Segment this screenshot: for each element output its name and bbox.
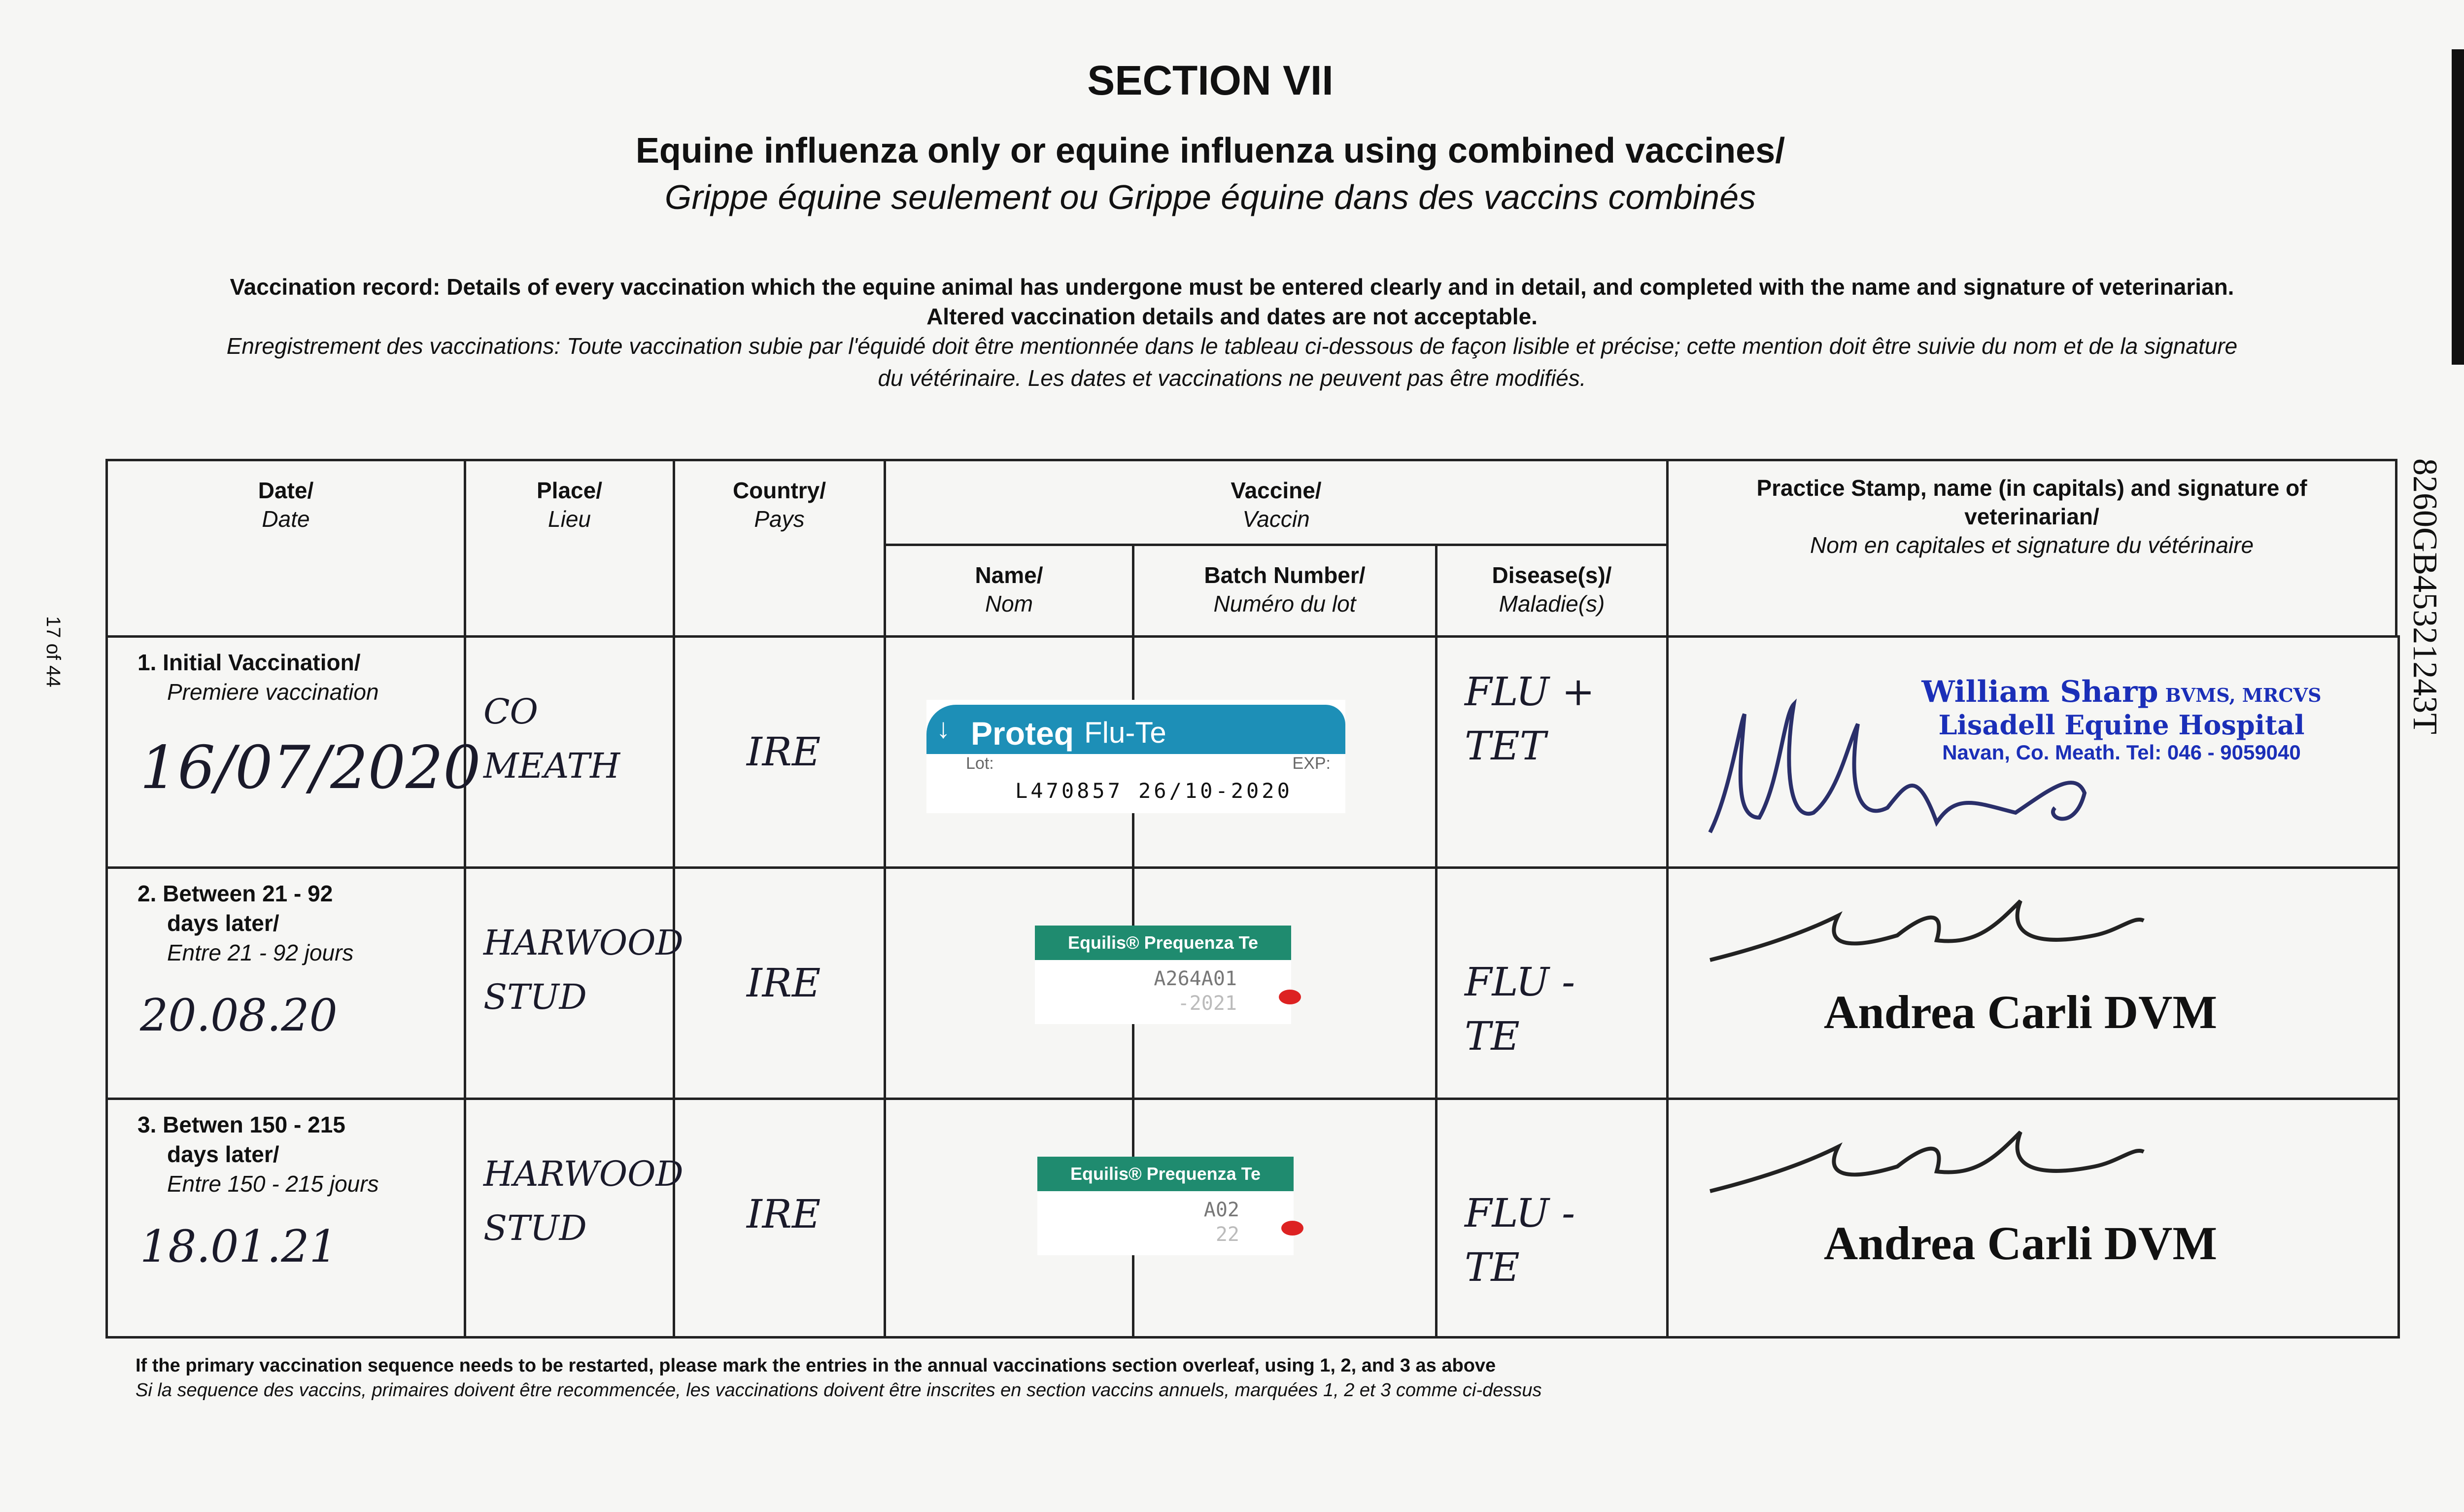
cell-date: 1. Initial Vaccination/Premiere vaccinat… — [105, 635, 466, 869]
intro-en-2: Altered vaccination details and dates ar… — [926, 304, 1538, 329]
header-name: Name/Nom — [884, 544, 1134, 638]
expiry-date: -2021 — [1177, 992, 1237, 1015]
equilis-product: Equilis® Prequenza Te — [1035, 926, 1291, 960]
handwritten-disease: FLU + TET — [1465, 669, 1595, 769]
handwritten-place: HARWOOD STUD — [483, 923, 684, 1017]
practice-name: Lisadell Equine Hospital — [1938, 709, 2305, 741]
handwritten-date: 18.01.21 — [140, 1221, 338, 1272]
intro-fr-2: du vétérinaire. Les dates et vaccination… — [878, 365, 1586, 391]
handwritten-country: IRE — [747, 960, 821, 1006]
row-label-fr: Premiere vaccination — [167, 679, 379, 705]
vaccine-label-equilis: Equilis® Prequenza Te A264A01 -2021 — [1035, 926, 1301, 1024]
intro-fr-text: Toute vaccination subie par l'équidé doi… — [560, 333, 2238, 359]
handwritten-country: IRE — [747, 1191, 821, 1237]
header-vaccine: Vaccine/Vaccin — [884, 459, 1669, 546]
practice-stamp: William Sharp BVMS, MRCVS Lisadell Equine … — [1887, 675, 2356, 764]
vet-name: Andrea Carli DVM — [1823, 986, 2218, 1038]
vet-qualifications: BVMS, MRCVS — [2165, 684, 2322, 706]
down-arrow-icon: ↓ — [936, 713, 950, 744]
vet-name: William Sharp — [1921, 675, 2158, 709]
header-stamp: Practice Stamp, name (in capitals) and s… — [1666, 459, 2397, 638]
row-label-en2: days later/ — [167, 1141, 279, 1167]
practice-address: Navan, Co. Meath. Tel: 046 - 9059040 — [1942, 741, 2301, 764]
handwritten-date: 16/07/2020 — [140, 734, 481, 802]
handwritten-place: HARWOOD STUD — [483, 1154, 684, 1248]
proteq-product: Flu-Te — [1084, 716, 1166, 749]
row-label-en2: days later/ — [167, 910, 279, 936]
row-label-en: 1. Initial Vaccination/ — [137, 650, 361, 675]
handwritten-country: IRE — [747, 729, 821, 775]
title-en: Equine influenza only or equine influenz… — [635, 131, 1785, 171]
lot-number: L470857 — [1015, 779, 1124, 803]
page-number: 17 of 44 — [42, 616, 64, 687]
handwritten-place: CO MEATH — [483, 691, 620, 786]
lot-label: Lot: — [966, 754, 994, 773]
cell-date: 2. Between 21 - 92 days later/Entre 21 - … — [105, 866, 466, 1100]
exp-label: EXP: — [1292, 754, 1331, 773]
section-title: SECTION VII — [1087, 57, 1334, 103]
vet-name: Andrea Carli DVM — [1823, 1217, 2218, 1270]
intro-fr-label: Enregistrement des vaccinations: — [226, 333, 561, 359]
header-place: Place/Lieu — [464, 459, 675, 638]
row-label-fr: Entre 21 - 92 jours — [167, 940, 354, 965]
intro-en-text: Details of every vaccination which the e… — [440, 274, 2234, 300]
signature — [1710, 899, 2145, 962]
lot-number: A264A01 — [1154, 967, 1237, 990]
handwritten-disease: FLU - TE — [1465, 959, 1575, 1059]
handwritten-date: 20.08.20 — [140, 990, 338, 1041]
red-mark — [1279, 990, 1301, 1004]
expiry-date: 22 — [1215, 1223, 1239, 1246]
signature — [1708, 698, 2087, 833]
header-disease: Disease(s)/Maladie(s) — [1435, 544, 1669, 638]
header-batch: Batch Number/Numéro du lot — [1132, 544, 1437, 638]
cell-date: 3. Betwen 150 - 215 days later/Entre 150 … — [105, 1098, 466, 1339]
intro-en-1: Vaccination record: Details of every vac… — [99, 274, 2365, 300]
vaccine-label-proteq: ↓ Proteq Flu-Te Lot: EXP: L470857 26/10-2020 — [926, 700, 1345, 813]
expiry-date: 26/10-2020 — [1138, 779, 1293, 803]
intro-en-label: Vaccination record: — [230, 274, 441, 300]
signature — [1710, 1131, 2145, 1193]
proteq-brand: Proteq — [971, 715, 1074, 752]
title-fr: Grippe équine seulement ou Grippe équine… — [664, 178, 1756, 216]
lot-number: A02 — [1203, 1199, 1239, 1221]
red-mark — [1281, 1221, 1303, 1236]
row-label-en: 2. Between 21 - 92 — [137, 881, 333, 906]
passport-number: 8260GB45321243T — [2406, 458, 2444, 734]
row-label-fr: Entre 150 - 215 jours — [167, 1171, 379, 1197]
intro-fr-1: Enregistrement des vaccinations: Toute v… — [99, 333, 2365, 359]
equilis-product: Equilis® Prequenza Te — [1037, 1157, 1294, 1191]
footer-fr: Si la sequence des vaccins, primaires do… — [136, 1380, 1542, 1401]
row-label-en: 3. Betwen 150 - 215 — [137, 1112, 345, 1137]
cell-stamp — [1666, 1098, 2400, 1339]
header-date: Date/Date — [105, 459, 466, 638]
header-country: Country/Pays — [673, 459, 886, 638]
footer-en: If the primary vaccination sequence need… — [136, 1355, 1496, 1376]
vaccine-label-equilis: Equilis® Prequenza Te A02 22 — [1037, 1157, 1303, 1255]
proteq-band: ↓ Proteq Flu-Te — [926, 705, 1345, 754]
handwritten-disease: FLU - TE — [1465, 1190, 1575, 1290]
edge-mark — [2452, 49, 2464, 365]
